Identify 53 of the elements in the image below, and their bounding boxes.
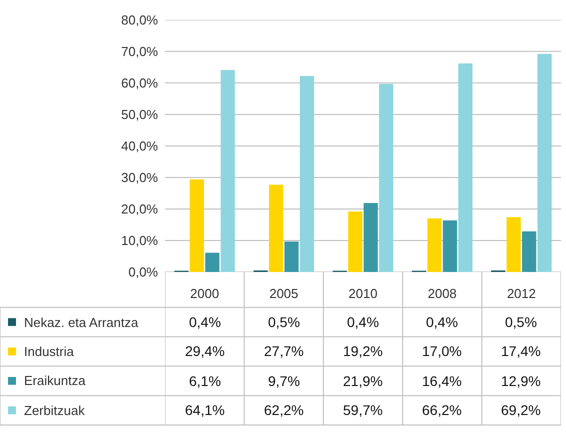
y-tick-label: 60,0% <box>121 75 158 90</box>
x-tick-label: 2010 <box>348 286 378 302</box>
data-label: 0,4% <box>426 314 458 330</box>
x-tick-label: 2012 <box>506 286 536 302</box>
y-tick-label: 40,0% <box>121 138 158 154</box>
data-label: 9,7% <box>268 373 300 389</box>
bar <box>458 63 472 272</box>
legend-label: Nekaz. eta Arrantza <box>24 315 139 330</box>
legend-label: Eraikuntza <box>24 373 86 388</box>
bar <box>427 218 442 272</box>
bar <box>190 179 204 272</box>
data-label: 21,9% <box>343 373 383 389</box>
data-label: 69,2% <box>501 402 541 418</box>
bar <box>300 76 314 272</box>
bar <box>364 202 378 272</box>
data-label: 16,4% <box>422 373 462 389</box>
legend-label: Zerbitzuak <box>24 403 86 418</box>
data-label: 6,1% <box>189 373 221 389</box>
bar <box>205 252 220 272</box>
data-label: 62,2% <box>264 402 304 418</box>
data-label: 19,2% <box>343 343 383 359</box>
bar <box>284 241 299 272</box>
bar <box>220 70 235 272</box>
data-label: 0,5% <box>268 314 300 330</box>
data-label: 66,2% <box>422 402 462 418</box>
bar <box>348 212 362 272</box>
x-tick-label: 2005 <box>269 286 298 302</box>
x-tick-label: 2000 <box>190 286 220 302</box>
data-label: 64,1% <box>185 402 225 418</box>
bar <box>522 231 536 272</box>
data-label: 29,4% <box>185 343 225 359</box>
bar <box>442 220 458 272</box>
data-label: 0,4% <box>347 314 379 330</box>
y-tick-label: 80,0% <box>121 12 158 28</box>
data-label: 17,4% <box>501 343 541 359</box>
y-tick-label: 10,0% <box>121 233 158 248</box>
data-label: 17,0% <box>422 343 462 359</box>
data-label: 59,7% <box>343 402 383 418</box>
y-tick-label: 20,0% <box>121 202 158 217</box>
legend-label: Industria <box>24 344 75 359</box>
y-tick-label: 30,0% <box>121 170 158 186</box>
data-label: 27,7% <box>264 343 304 359</box>
data-label: 0,5% <box>505 314 537 330</box>
data-label: 12,9% <box>501 373 541 389</box>
y-tick-label: 50,0% <box>121 106 158 122</box>
y-tick-label: 70,0% <box>121 44 158 59</box>
bar <box>537 54 552 272</box>
bar <box>506 217 521 272</box>
y-tick-label: 0,0% <box>128 264 158 280</box>
x-tick-label: 2008 <box>428 286 457 302</box>
bar <box>268 184 284 272</box>
bar <box>379 84 394 272</box>
data-label: 0,4% <box>189 314 221 330</box>
